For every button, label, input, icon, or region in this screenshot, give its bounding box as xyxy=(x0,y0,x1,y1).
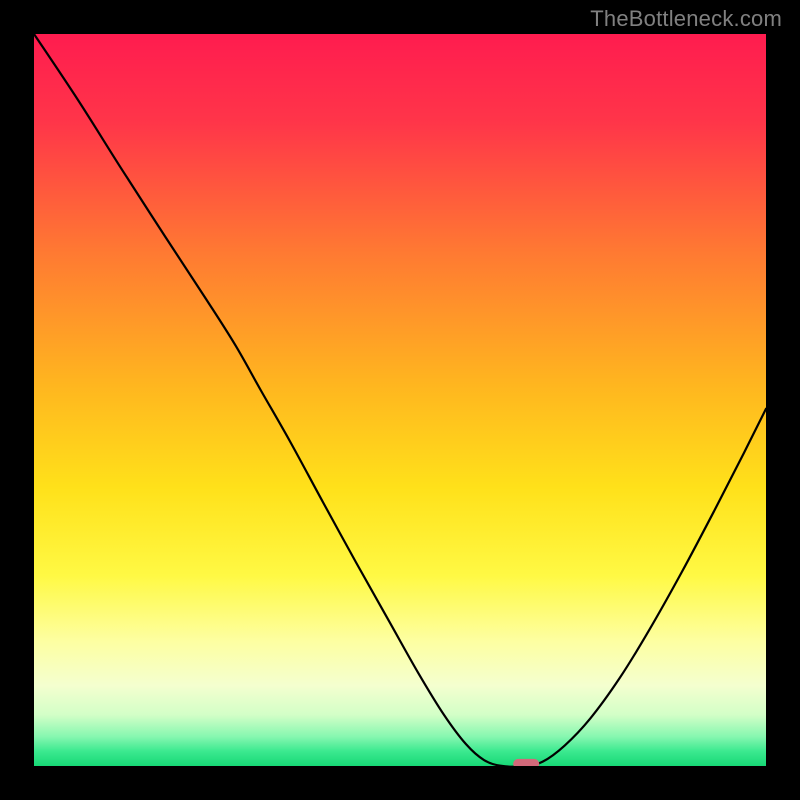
watermark-label: TheBottleneck.com xyxy=(590,6,782,32)
optimal-marker xyxy=(513,759,539,766)
plot-area xyxy=(34,34,766,766)
chart-frame: TheBottleneck.com xyxy=(0,0,800,800)
bottleneck-curve xyxy=(34,34,766,766)
